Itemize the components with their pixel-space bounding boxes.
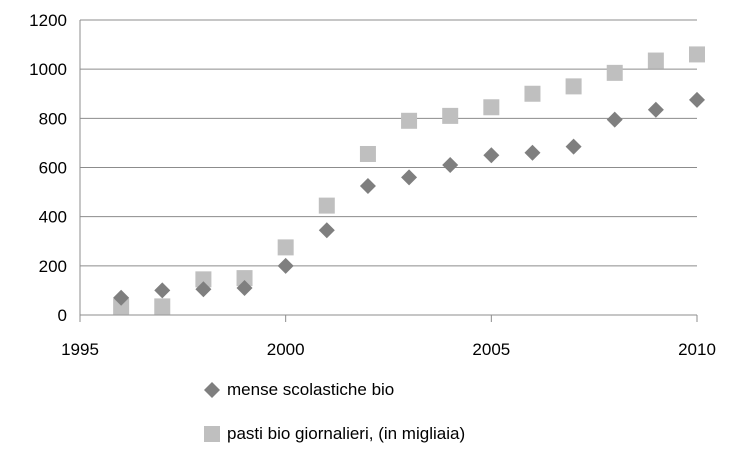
diamond-point xyxy=(565,138,582,155)
x-tick-label: 2010 xyxy=(678,340,716,359)
square-point xyxy=(277,239,294,256)
square-point xyxy=(565,78,582,95)
diamond-point xyxy=(359,177,376,194)
y-tick-label: 600 xyxy=(39,159,67,178)
legend: mense scolastiche bio pasti bio giornali… xyxy=(204,378,465,466)
x-tick-label: 2005 xyxy=(472,340,510,359)
square-point xyxy=(154,298,171,315)
y-tick-label: 1200 xyxy=(29,11,67,30)
y-axis-tick-labels: 0 200 400 600 800 1000 1200 xyxy=(29,11,67,325)
diamond-point xyxy=(401,169,418,186)
x-tick-label: 2000 xyxy=(267,340,305,359)
y-gridlines xyxy=(80,19,697,267)
square-point xyxy=(318,197,335,214)
data-points xyxy=(113,46,705,315)
square-point xyxy=(113,298,130,315)
y-tick-label: 200 xyxy=(39,257,67,276)
square-point xyxy=(401,112,418,129)
y-tick-label: 400 xyxy=(39,208,67,227)
diamond-point xyxy=(524,144,541,161)
diamond-point xyxy=(442,157,459,174)
diamond-point xyxy=(195,281,212,298)
chart: 1995 2000 2005 2010 0 200 400 600 800 1000 1200 xyxy=(29,11,716,359)
x-tick-label: 1995 xyxy=(61,340,99,359)
legend-label-pasti: pasti bio giornalieri, (in migliaia) xyxy=(227,424,466,443)
axes xyxy=(79,20,698,322)
diamond-point xyxy=(113,289,130,306)
diamond-point xyxy=(154,282,171,299)
square-point xyxy=(524,85,541,102)
y-tick-label: 800 xyxy=(39,109,67,128)
diamond-marker-icon xyxy=(204,382,220,398)
square-point xyxy=(606,64,623,81)
diamond-point xyxy=(606,111,623,128)
square-point xyxy=(359,145,376,162)
square-point xyxy=(442,107,459,124)
diamond-point xyxy=(647,101,664,118)
y-tick-label: 1000 xyxy=(29,60,67,79)
square-point xyxy=(689,46,705,63)
diamond-point xyxy=(236,279,253,296)
diamond-point xyxy=(277,257,294,274)
legend-label-mense: mense scolastiche bio xyxy=(227,380,395,399)
square-point xyxy=(647,52,664,69)
diamond-point xyxy=(318,222,335,239)
legend-item-pasti: pasti bio giornalieri, (in migliaia) xyxy=(204,422,465,446)
square-marker-icon xyxy=(204,426,220,442)
diamond-point xyxy=(689,91,705,108)
square-point xyxy=(236,270,253,287)
diamond-point xyxy=(483,147,500,164)
x-axis-tick-labels: 1995 2000 2005 2010 xyxy=(61,340,716,359)
legend-item-mense: mense scolastiche bio xyxy=(204,378,465,402)
y-tick-label: 0 xyxy=(58,306,67,325)
square-point xyxy=(483,99,500,116)
square-point xyxy=(195,271,212,288)
